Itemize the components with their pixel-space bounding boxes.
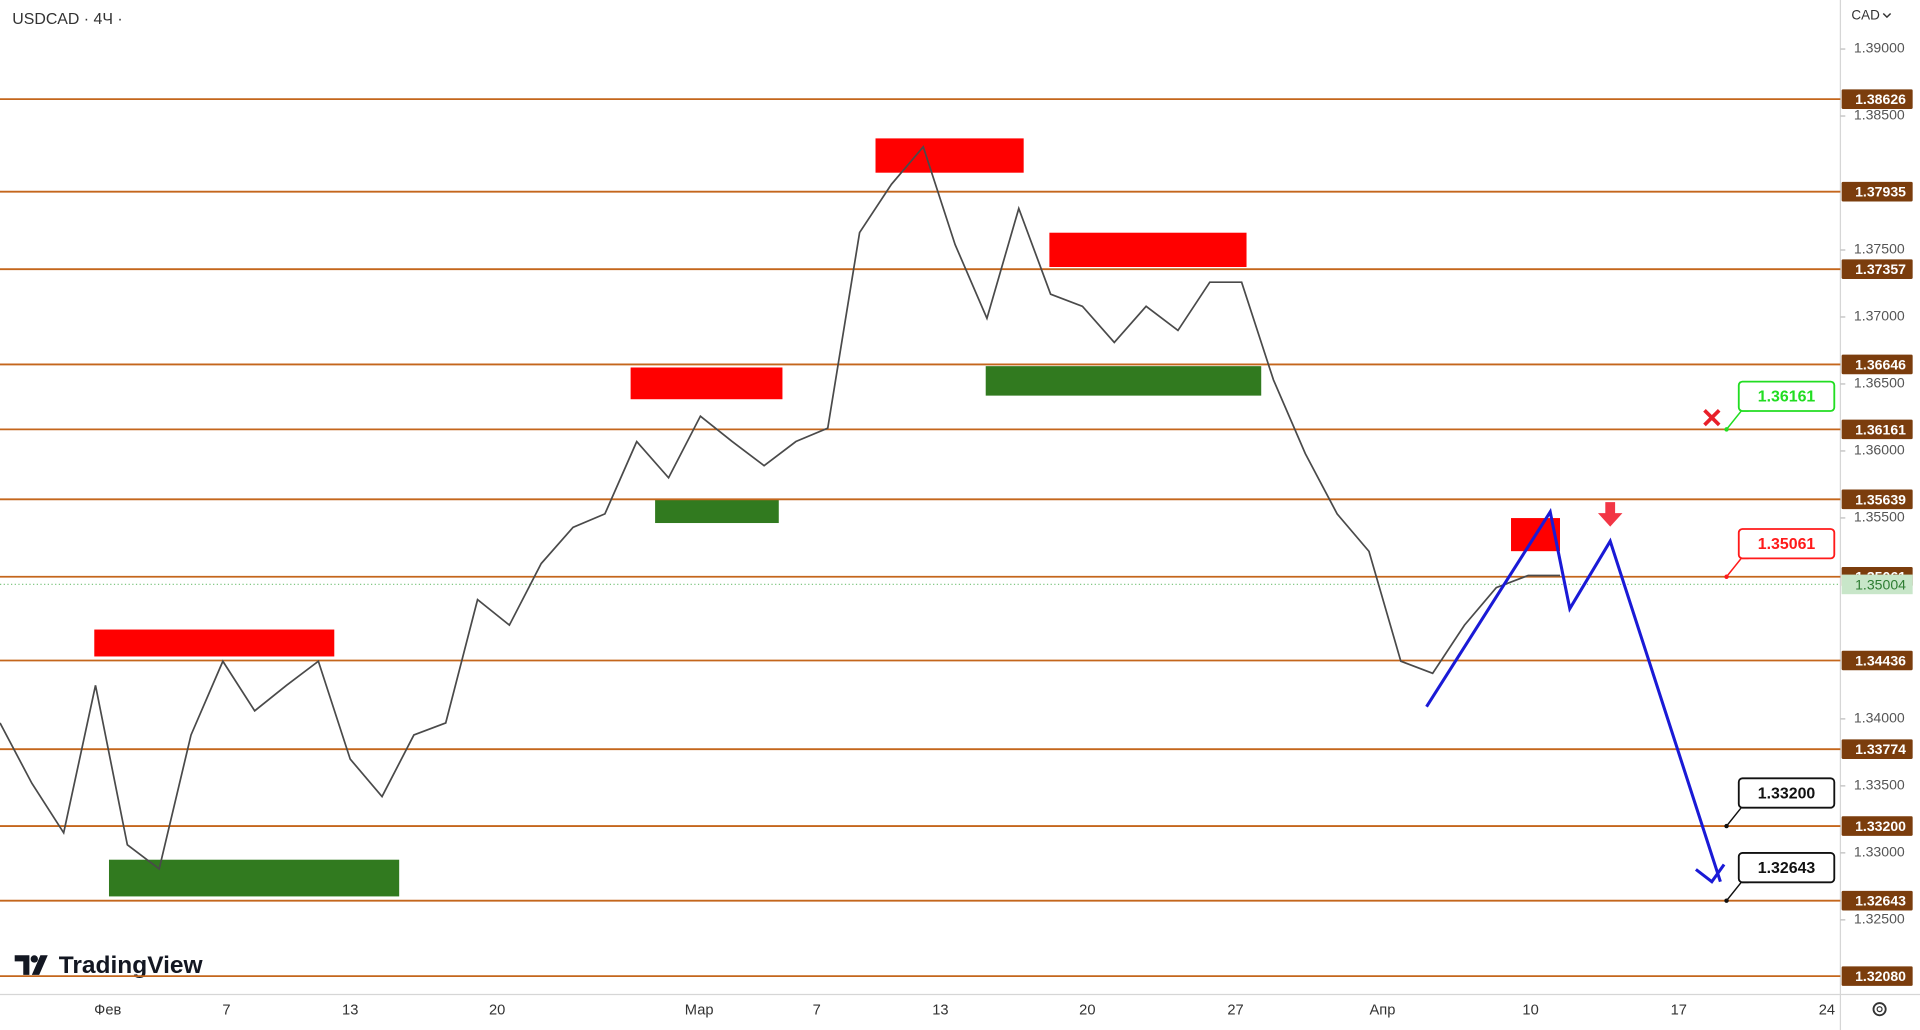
- zone: [1049, 232, 1247, 268]
- currency-chevron[interactable]: [1882, 12, 1892, 19]
- x-tick-label: Апр: [1369, 1002, 1395, 1018]
- callout-label: 1.35061: [1758, 536, 1816, 553]
- x-tick-label: 24: [1819, 1002, 1835, 1018]
- level-tag: [1841, 650, 1913, 671]
- x-tick-label: 20: [489, 1002, 505, 1018]
- level-label: 1.37357: [1855, 261, 1906, 277]
- x-tick-label: 13: [342, 1002, 358, 1018]
- price-line: [0, 145, 1560, 871]
- y-tick-label: 1.36500: [1854, 375, 1905, 391]
- zone: [875, 138, 1024, 173]
- x-tick-label: 7: [222, 1002, 230, 1018]
- logo-icon: [14, 955, 48, 975]
- callout-box: [1737, 777, 1836, 809]
- zone: [655, 499, 779, 524]
- gear[interactable]: [1872, 1002, 1887, 1017]
- callout-box: [1737, 528, 1836, 560]
- callout-label: 1.36161: [1758, 389, 1816, 406]
- x-tick-label: 17: [1671, 1002, 1687, 1018]
- x-tick-label: 20: [1079, 1002, 1095, 1018]
- level-tag: [1841, 419, 1913, 440]
- brand: TradingView: [59, 952, 204, 979]
- level-tag: [1841, 89, 1913, 109]
- callout-box: [1737, 852, 1836, 884]
- callout-box: [1737, 380, 1836, 412]
- callout-label: 1.32643: [1758, 860, 1816, 877]
- zone: [108, 859, 400, 897]
- x-tick-label: 27: [1227, 1002, 1243, 1018]
- y-tick-label: 1.37000: [1854, 308, 1905, 324]
- level-label: 1.33200: [1855, 818, 1906, 834]
- level-label: 1.35639: [1855, 491, 1906, 507]
- level-label: 1.34436: [1855, 652, 1906, 668]
- sell-arrow: [1597, 502, 1623, 527]
- symbol: USDCAD · 4Ч ·: [12, 11, 122, 28]
- forecast-arrowhead: [1694, 863, 1726, 884]
- level-tag: [1841, 890, 1913, 911]
- current-price-label: 1.35004: [1855, 576, 1906, 592]
- zone: [630, 367, 783, 400]
- level-label: 1.38626: [1855, 91, 1906, 107]
- level-label: 1.36646: [1855, 356, 1906, 372]
- x-tick-label: 10: [1522, 1002, 1538, 1018]
- settings-icon[interactable]: [1872, 1002, 1887, 1017]
- x-tick-label: Фев: [94, 1002, 121, 1018]
- level-label: 1.32080: [1855, 968, 1906, 984]
- currency[interactable]: CAD: [1851, 7, 1880, 22]
- level-tag: [1841, 489, 1913, 510]
- zone: [94, 629, 335, 657]
- y-tick-label: 1.32500: [1854, 911, 1905, 927]
- current-price-tag: [1841, 574, 1913, 595]
- y-tick-label: 1.37500: [1854, 241, 1905, 257]
- y-tick-label: 1.35500: [1854, 509, 1905, 525]
- y-tick-label: 1.33000: [1854, 844, 1905, 860]
- level-tag: [1841, 354, 1913, 375]
- x-tick-label: 13: [932, 1002, 948, 1018]
- logo-dot: [30, 955, 38, 963]
- y-tick-label: 1.34000: [1854, 710, 1905, 726]
- level-tag: [1841, 259, 1913, 279]
- level-tag: [1841, 181, 1913, 202]
- x-tick-label: 7: [813, 1002, 821, 1018]
- level-tag: [1841, 816, 1913, 836]
- zone: [985, 366, 1262, 396]
- logo: TradingView: [14, 952, 204, 979]
- level-tag: [1841, 966, 1913, 986]
- y-tick-label: 1.33500: [1854, 777, 1905, 793]
- level-label: 1.33774: [1855, 741, 1906, 757]
- level-label: 1.32643: [1855, 893, 1906, 909]
- forecast-path: [1425, 507, 1722, 883]
- level-label: 1.36161: [1855, 421, 1906, 437]
- cancel-mark: [1703, 408, 1721, 427]
- y-tick-label: 1.38500: [1854, 107, 1905, 123]
- level-label: 1.37935: [1855, 184, 1906, 200]
- y-tick-label: 1.36000: [1854, 442, 1905, 458]
- y-tick-label: 1.39000: [1854, 40, 1905, 56]
- callout-label: 1.33200: [1758, 785, 1816, 802]
- x-tick-label: Мар: [685, 1002, 714, 1018]
- gear-hub[interactable]: [1876, 1006, 1883, 1013]
- level-tag: [1841, 739, 1913, 759]
